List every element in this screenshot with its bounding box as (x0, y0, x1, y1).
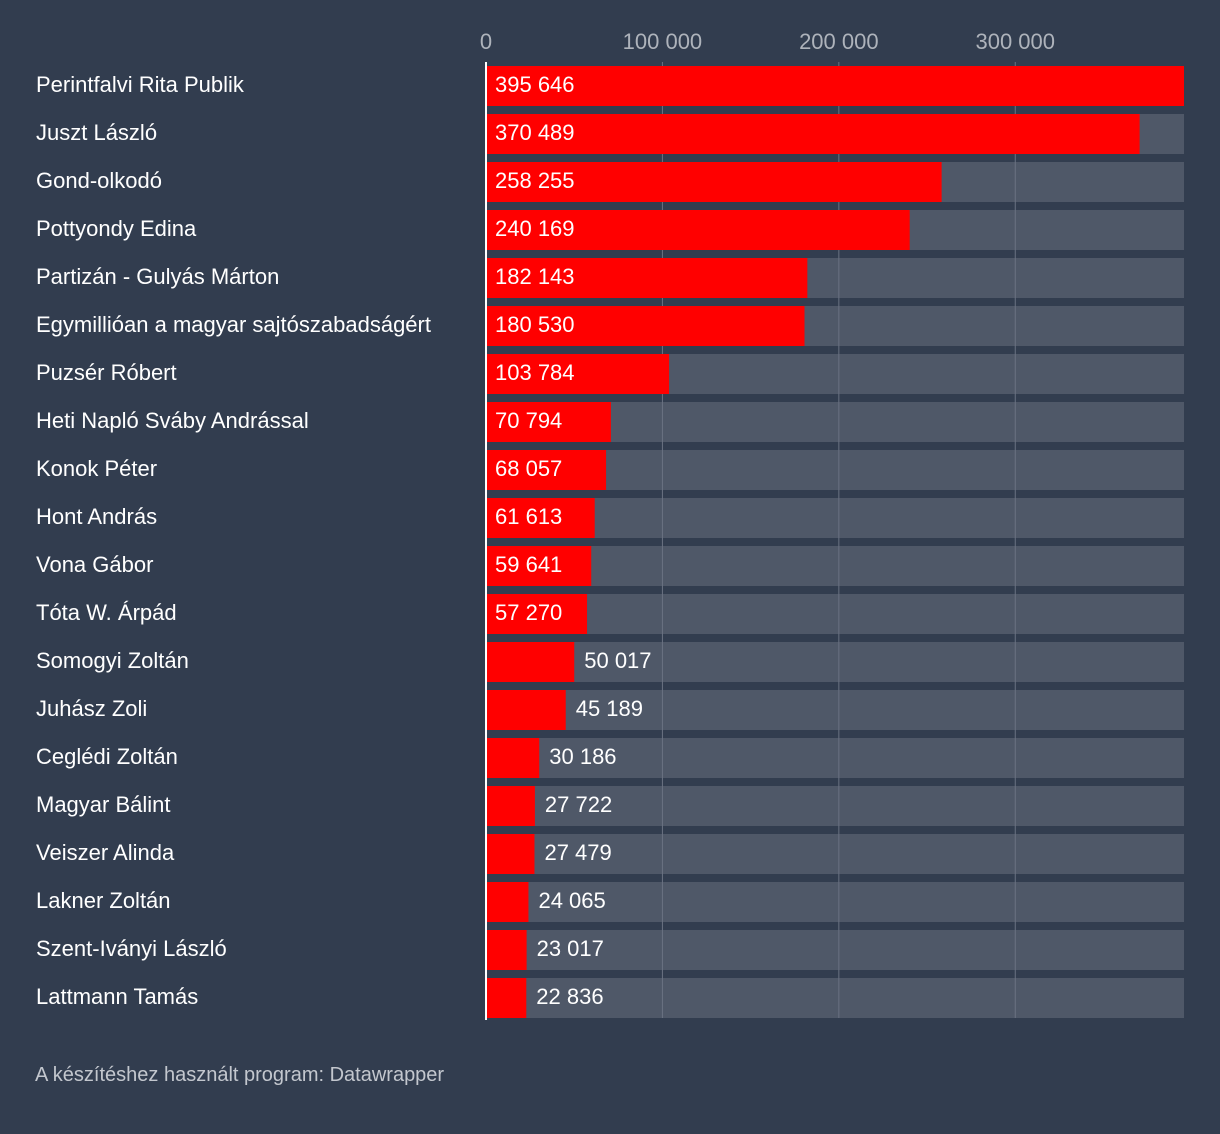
value-label: 180 530 (495, 312, 575, 337)
bar-chart: 0 100 000 200 000 300 000 Perintfalvi Rita P… (36, 29, 1184, 1020)
chart-svg: 0 100 000 200 000 300 000 Perintfalvi Rita P… (36, 29, 1184, 1020)
value-label: 68 057 (495, 456, 562, 481)
category-label: Konok Péter (36, 456, 157, 481)
bar (486, 882, 529, 922)
credit-text: A készítéshez használt program: Datawrap… (35, 1064, 445, 1086)
category-label: Heti Napló Sváby Andrással (36, 408, 309, 433)
value-label: 395 646 (495, 72, 575, 97)
value-label: 103 784 (495, 360, 575, 385)
value-label: 27 722 (545, 792, 612, 817)
category-label: Partizán - Gulyás Márton (36, 264, 279, 289)
category-label: Vona Gábor (36, 552, 153, 577)
value-label: 182 143 (495, 264, 575, 289)
bar (486, 306, 805, 346)
value-label: 24 065 (538, 888, 605, 913)
bar (486, 546, 592, 586)
bar (486, 354, 670, 394)
bar (486, 930, 527, 970)
value-label: 27 479 (544, 840, 611, 865)
bar (486, 402, 611, 442)
category-label: Tóta W. Árpád (36, 600, 177, 625)
value-label: 70 794 (495, 408, 562, 433)
category-label: Juszt László (36, 120, 157, 145)
category-label: Juhász Zoli (36, 696, 147, 721)
bar-track (486, 882, 1184, 922)
bar-track (486, 546, 1184, 586)
category-label: Perintfalvi Rita Publik (36, 72, 245, 97)
bar (486, 642, 575, 682)
bar (486, 594, 588, 634)
x-tick-label: 100 000 (623, 29, 703, 54)
value-label: 22 836 (536, 984, 603, 1009)
category-label: Somogyi Zoltán (36, 648, 189, 673)
value-label: 45 189 (576, 696, 643, 721)
value-label: 23 017 (537, 936, 604, 961)
category-label: Pottyondy Edina (36, 216, 197, 241)
bar-track (486, 738, 1184, 778)
bar-track (486, 834, 1184, 874)
bar-track (486, 930, 1184, 970)
bar (486, 834, 535, 874)
category-label: Puzsér Róbert (36, 360, 177, 385)
category-label: Magyar Bálint (36, 792, 171, 817)
value-label: 61 613 (495, 504, 562, 529)
x-tick-label: 300 000 (975, 29, 1055, 54)
bar (486, 258, 808, 298)
value-label: 370 489 (495, 120, 575, 145)
category-label: Szent-Iványi László (36, 936, 227, 961)
category-label: Veiszer Alinda (36, 840, 175, 865)
bar (486, 210, 910, 250)
x-tick-label: 200 000 (799, 29, 879, 54)
bar-track (486, 690, 1184, 730)
category-label: Lattmann Tamás (36, 984, 198, 1009)
category-label: Lakner Zoltán (36, 888, 171, 913)
bar-track (486, 978, 1184, 1018)
value-label: 258 255 (495, 168, 575, 193)
bar (486, 498, 595, 538)
x-tick-label: 0 (480, 29, 492, 54)
bar (486, 114, 1140, 154)
bar (486, 738, 540, 778)
category-label: Hont András (36, 504, 157, 529)
value-label: 50 017 (584, 648, 651, 673)
category-label: Egymillióan a magyar sajtószabadságért (36, 312, 431, 337)
bar-track (486, 786, 1184, 826)
value-label: 57 270 (495, 600, 562, 625)
value-label: 240 169 (495, 216, 575, 241)
bar (486, 978, 527, 1018)
bar (486, 66, 1184, 106)
category-label: Ceglédi Zoltán (36, 744, 178, 769)
bar-track (486, 498, 1184, 538)
bar (486, 690, 566, 730)
value-label: 30 186 (549, 744, 616, 769)
bar-track (486, 594, 1184, 634)
bar-track (486, 642, 1184, 682)
category-label: Gond-olkodó (36, 168, 162, 193)
bar (486, 162, 942, 202)
value-label: 59 641 (495, 552, 562, 577)
bar (486, 786, 535, 826)
bar (486, 450, 607, 490)
